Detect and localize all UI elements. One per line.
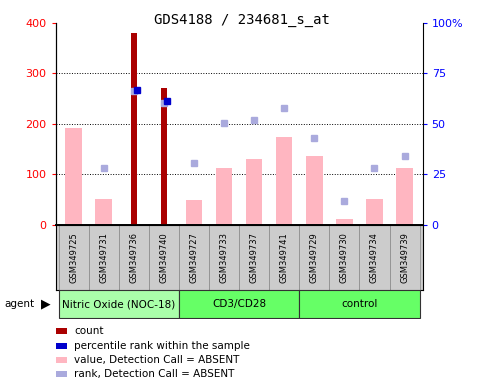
Bar bbox=[329, 225, 359, 290]
Bar bbox=[65, 128, 82, 225]
Text: GSM349730: GSM349730 bbox=[340, 232, 349, 283]
Text: GSM349739: GSM349739 bbox=[400, 232, 409, 283]
Bar bbox=[359, 225, 389, 290]
Bar bbox=[299, 225, 329, 290]
FancyBboxPatch shape bbox=[299, 291, 420, 318]
Bar bbox=[56, 357, 67, 363]
Text: GSM349731: GSM349731 bbox=[99, 232, 108, 283]
Bar bbox=[56, 371, 67, 377]
Bar bbox=[396, 168, 413, 225]
Text: control: control bbox=[341, 299, 378, 310]
Text: GSM349725: GSM349725 bbox=[69, 232, 78, 283]
Bar bbox=[216, 168, 232, 225]
Text: GSM349727: GSM349727 bbox=[189, 232, 199, 283]
Bar bbox=[179, 225, 209, 290]
Bar bbox=[58, 225, 89, 290]
Text: percentile rank within the sample: percentile rank within the sample bbox=[74, 341, 250, 351]
FancyBboxPatch shape bbox=[58, 291, 179, 318]
Bar bbox=[161, 88, 167, 225]
Bar bbox=[119, 225, 149, 290]
Text: count: count bbox=[74, 326, 103, 336]
Bar bbox=[149, 225, 179, 290]
Text: Nitric Oxide (NOC-18): Nitric Oxide (NOC-18) bbox=[62, 299, 175, 310]
Bar bbox=[276, 137, 293, 225]
Text: CD3/CD28: CD3/CD28 bbox=[212, 299, 266, 310]
Text: GSM349734: GSM349734 bbox=[370, 232, 379, 283]
Text: rank, Detection Call = ABSENT: rank, Detection Call = ABSENT bbox=[74, 369, 234, 379]
Bar bbox=[96, 199, 112, 225]
Bar bbox=[366, 199, 383, 225]
Bar bbox=[131, 33, 137, 225]
Bar bbox=[336, 218, 353, 225]
Text: GSM349736: GSM349736 bbox=[129, 232, 138, 283]
Text: GSM349733: GSM349733 bbox=[220, 232, 228, 283]
Bar bbox=[89, 225, 119, 290]
Bar bbox=[209, 225, 239, 290]
Text: GSM349741: GSM349741 bbox=[280, 232, 289, 283]
Text: value, Detection Call = ABSENT: value, Detection Call = ABSENT bbox=[74, 355, 239, 365]
Bar bbox=[239, 225, 269, 290]
Text: GSM349740: GSM349740 bbox=[159, 232, 169, 283]
Text: agent: agent bbox=[5, 299, 35, 310]
Bar bbox=[306, 156, 323, 225]
Bar bbox=[56, 343, 67, 349]
Bar bbox=[185, 200, 202, 225]
Bar bbox=[246, 159, 262, 225]
Text: GSM349729: GSM349729 bbox=[310, 232, 319, 283]
Text: GDS4188 / 234681_s_at: GDS4188 / 234681_s_at bbox=[154, 13, 329, 27]
Bar bbox=[56, 328, 67, 334]
FancyBboxPatch shape bbox=[179, 291, 299, 318]
Text: GSM349737: GSM349737 bbox=[250, 232, 258, 283]
Text: ▶: ▶ bbox=[41, 298, 51, 311]
Bar bbox=[389, 225, 420, 290]
Bar bbox=[269, 225, 299, 290]
